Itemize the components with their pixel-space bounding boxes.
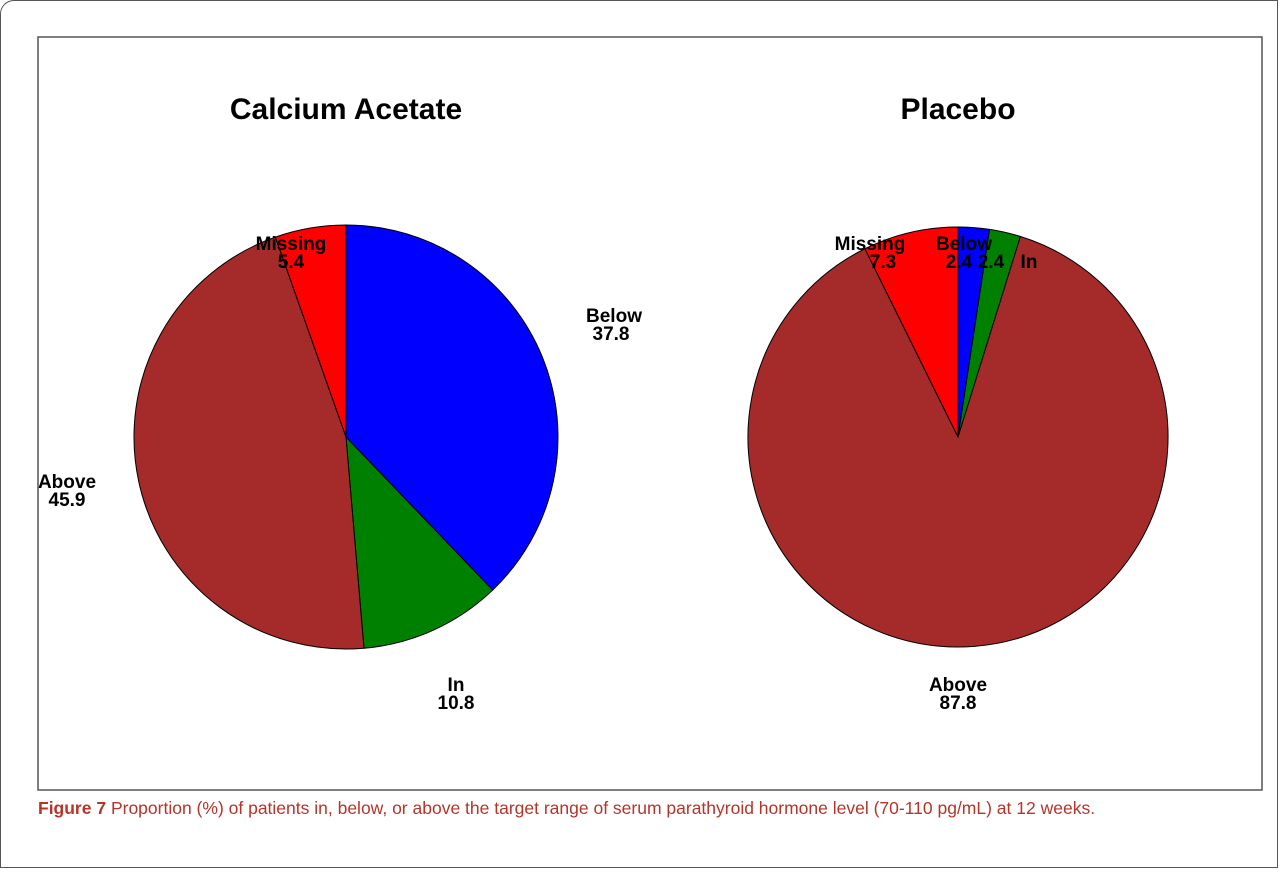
slice-value: 37.8 [593, 324, 630, 345]
caption-text: Proportion (%) of patients in, below, or… [110, 798, 1096, 818]
chart-title: Placebo [900, 93, 1015, 126]
slice-name: Below [936, 234, 992, 255]
slice-name: Missing [256, 234, 327, 255]
pie-slice [747, 235, 1169, 648]
slice-value: 2.4 [946, 252, 973, 273]
slice-name: In [448, 675, 465, 696]
slice-name: Above [929, 675, 987, 696]
pie-slice [345, 435, 494, 649]
slice-value: 5.4 [278, 252, 305, 273]
pie-slice [864, 226, 959, 438]
slice-value: 87.8 [940, 693, 977, 714]
slice-value: 2.4 [978, 252, 1005, 273]
slice-value: 10.8 [438, 693, 475, 714]
slice-name: Missing [835, 234, 906, 255]
pie-slice [274, 224, 347, 438]
caption-label: Figure 7 [38, 798, 107, 818]
chart-title: Calcium Acetate [230, 93, 462, 126]
pie-slice [345, 224, 559, 591]
caption: Figure 7 Proportion (%) of patients in, … [38, 796, 1270, 821]
slice-name: In [1021, 252, 1038, 273]
pie-slice [133, 236, 365, 650]
slice-name: Above [38, 472, 96, 493]
plot-frame [37, 36, 1263, 791]
slice-value: 7.3 [870, 252, 896, 273]
slice-value: 45.9 [49, 490, 86, 511]
slice-name: Below [586, 306, 642, 327]
